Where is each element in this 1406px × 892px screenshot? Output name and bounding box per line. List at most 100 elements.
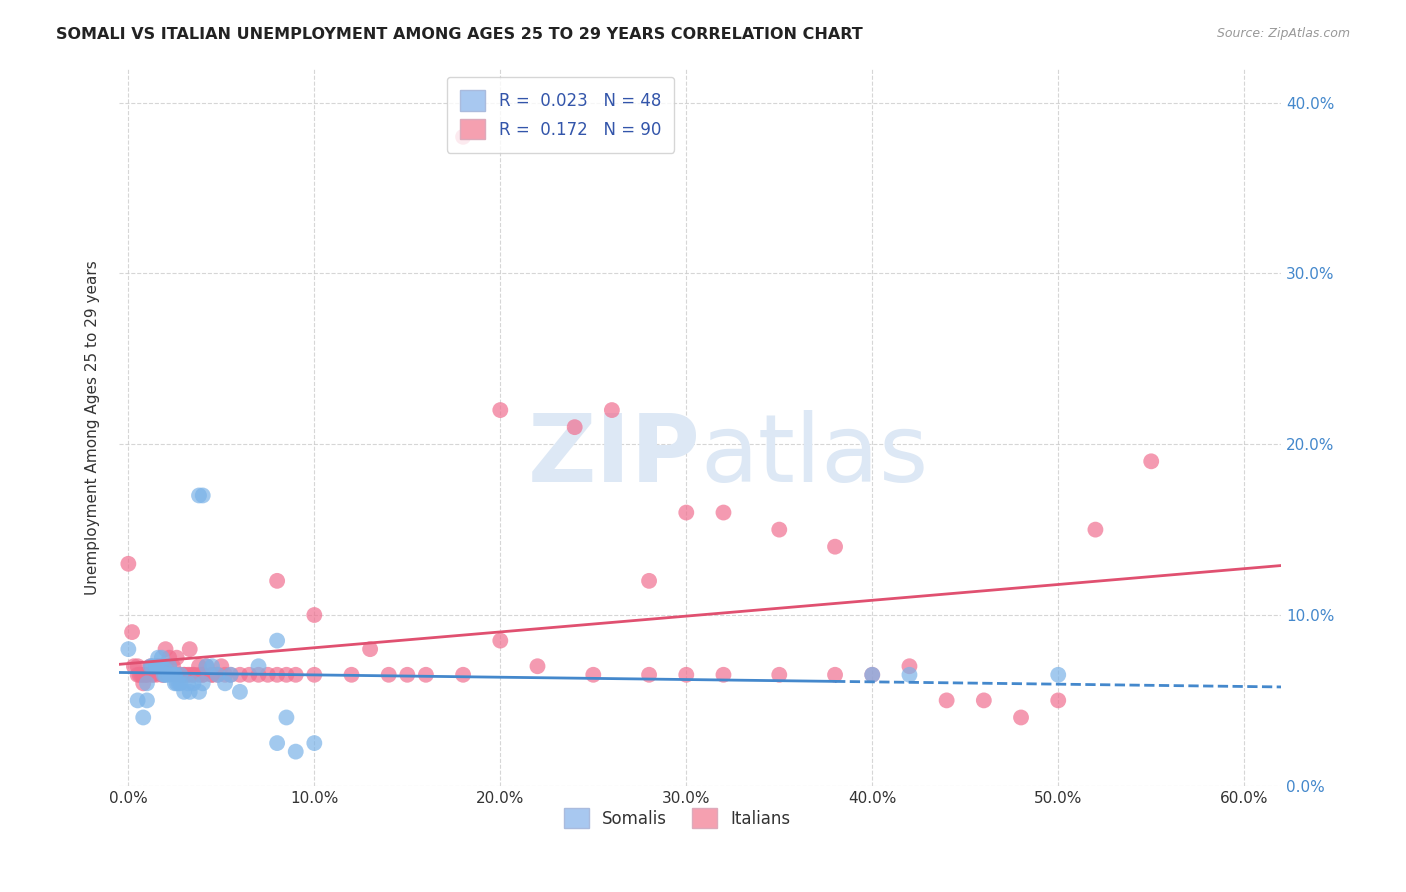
Point: [973, 693, 995, 707]
Point: [167, 676, 190, 690]
Text: SOMALI VS ITALIAN UNEMPLOYMENT AMONG AGES 25 TO 29 YEARS CORRELATION CHART: SOMALI VS ITALIAN UNEMPLOYMENT AMONG AGE…: [56, 27, 863, 42]
Point: [638, 667, 661, 681]
Point: [173, 685, 195, 699]
Point: [136, 667, 159, 681]
Point: [173, 667, 195, 681]
Point: [898, 659, 921, 673]
Point: [136, 676, 159, 690]
Point: [188, 659, 211, 673]
Point: [195, 659, 218, 673]
Point: [145, 667, 167, 681]
Point: [141, 667, 163, 681]
Point: [638, 574, 661, 588]
Point: [162, 659, 184, 673]
Point: [188, 488, 211, 502]
Point: [152, 667, 174, 681]
Point: [284, 745, 307, 759]
Point: [163, 667, 186, 681]
Point: [132, 667, 155, 681]
Point: [377, 667, 399, 681]
Point: [183, 667, 205, 681]
Point: [169, 676, 191, 690]
Point: [276, 667, 298, 681]
Point: [359, 642, 381, 657]
Point: [166, 650, 188, 665]
Point: [131, 667, 153, 681]
Point: [229, 667, 252, 681]
Point: [150, 667, 173, 681]
Point: [415, 667, 437, 681]
Point: [207, 667, 229, 681]
Point: [898, 667, 921, 681]
Point: [824, 540, 846, 554]
Point: [169, 667, 191, 681]
Point: [136, 693, 159, 707]
Point: [157, 650, 180, 665]
Point: [564, 420, 586, 434]
Point: [149, 659, 172, 673]
Point: [157, 659, 180, 673]
Point: [276, 710, 298, 724]
Point: [191, 676, 214, 690]
Point: [582, 667, 605, 681]
Point: [188, 667, 211, 681]
Point: [209, 659, 232, 673]
Point: [179, 667, 201, 681]
Point: [219, 667, 242, 681]
Point: [141, 659, 163, 673]
Point: [266, 633, 288, 648]
Point: [201, 667, 224, 681]
Point: [183, 676, 205, 690]
Point: [150, 650, 173, 665]
Point: [195, 659, 218, 673]
Point: [214, 676, 236, 690]
Point: [169, 667, 191, 681]
Point: [304, 736, 326, 750]
Point: [824, 667, 846, 681]
Point: [201, 667, 224, 681]
Point: [155, 642, 177, 657]
Point: [146, 659, 169, 673]
Point: [139, 659, 162, 673]
Point: [207, 667, 229, 681]
Point: [155, 667, 177, 681]
Point: [188, 685, 211, 699]
Point: [247, 667, 270, 681]
Point: [177, 676, 200, 690]
Point: [304, 607, 326, 622]
Point: [155, 659, 177, 673]
Point: [179, 642, 201, 657]
Point: [201, 659, 224, 673]
Point: [219, 667, 242, 681]
Point: [152, 667, 174, 681]
Point: [935, 693, 957, 707]
Point: [191, 667, 214, 681]
Point: [150, 659, 173, 673]
Point: [860, 667, 883, 681]
Point: [163, 676, 186, 690]
Point: [675, 506, 697, 520]
Point: [121, 625, 143, 640]
Point: [1084, 523, 1107, 537]
Point: [191, 488, 214, 502]
Point: [229, 685, 252, 699]
Point: [122, 659, 145, 673]
Point: [163, 667, 186, 681]
Y-axis label: Unemployment Among Ages 25 to 29 years: Unemployment Among Ages 25 to 29 years: [86, 260, 100, 595]
Point: [1047, 667, 1070, 681]
Point: [396, 667, 419, 681]
Point: [238, 667, 260, 681]
Point: [214, 667, 236, 681]
Point: [155, 667, 177, 681]
Point: [860, 667, 883, 681]
Point: [489, 403, 512, 417]
Point: [127, 667, 149, 681]
Point: [179, 685, 201, 699]
Point: [675, 667, 697, 681]
Point: [145, 659, 167, 673]
Point: [117, 557, 139, 571]
Point: [177, 667, 200, 681]
Point: [266, 574, 288, 588]
Point: [304, 667, 326, 681]
Point: [132, 710, 155, 724]
